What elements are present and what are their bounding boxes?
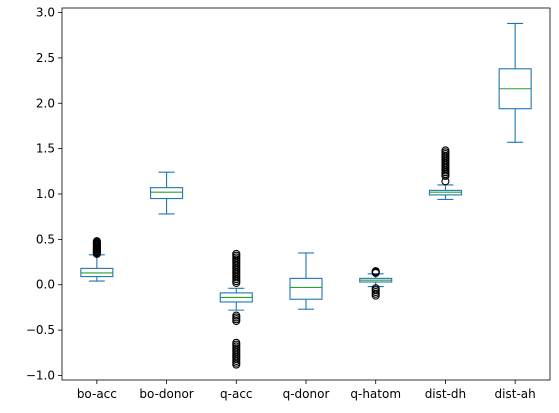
flier-point — [232, 360, 241, 369]
flier-point — [371, 267, 380, 276]
flier-point — [232, 249, 241, 258]
x-tick-label: bo-acc — [77, 387, 117, 401]
y-tick-label: 2.5 — [36, 51, 55, 65]
x-tick-label: bo-donor — [139, 387, 193, 401]
x-tick-label: dist-dh — [425, 387, 466, 401]
flier-point — [371, 291, 380, 300]
box-bo-acc — [80, 237, 114, 282]
box-q-acc — [219, 249, 253, 369]
x-tick-label: dist-ah — [495, 387, 536, 401]
y-tick-label: 1.0 — [36, 187, 55, 201]
y-tick-label: 3.0 — [36, 6, 55, 20]
box-dist-dh — [428, 146, 462, 200]
box-q-hatom — [359, 267, 393, 300]
y-tick-label: 0.5 — [36, 232, 55, 246]
flier-point — [232, 316, 241, 326]
y-tick-label: 1.5 — [36, 142, 55, 156]
x-tick-label: q-donor — [283, 387, 330, 401]
flier-point — [441, 146, 450, 155]
plot-frame — [61, 7, 551, 381]
y-tick-label: −0.5 — [26, 323, 55, 337]
x-tick-label: q-acc — [220, 387, 253, 401]
box-iqr — [289, 277, 323, 300]
plot-area — [62, 8, 550, 380]
box-bo-donor — [150, 171, 184, 215]
box-dist-ah — [498, 22, 532, 143]
box-q-donor — [289, 252, 323, 310]
y-tick-label: −1.0 — [26, 368, 55, 382]
flier-point — [92, 237, 101, 246]
y-tick-label: 0.0 — [36, 278, 55, 292]
y-tick-label: 2.0 — [36, 96, 55, 110]
x-tick-label: q-hatom — [350, 387, 401, 401]
box-iqr — [150, 187, 184, 200]
